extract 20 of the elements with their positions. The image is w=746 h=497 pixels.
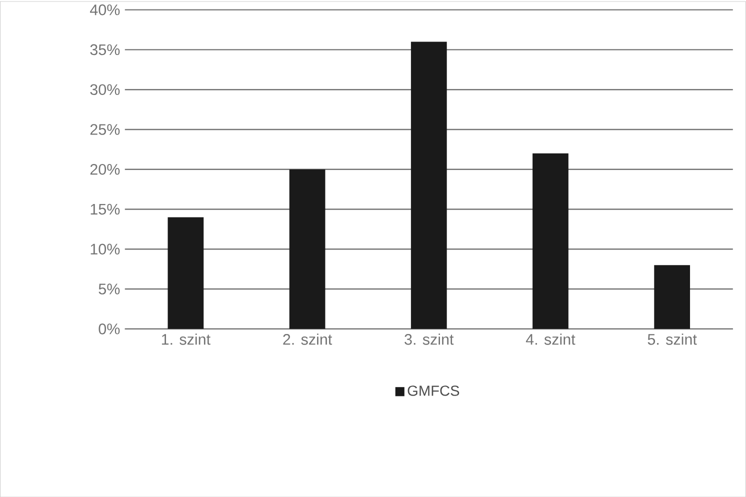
y-tick-label: 35% [90,44,120,55]
y-tick-label: 15% [90,204,120,215]
y-tick-label: 0% [98,323,120,334]
y-tick-label: 20% [90,164,120,175]
x-tick-label: 2. szint [283,334,332,345]
y-tick-label: 30% [90,84,120,95]
y-tick-label: 40% [90,4,120,16]
bar [654,264,690,329]
bar [410,42,447,329]
bar [289,169,326,329]
y-tick-label: 5% [98,284,120,294]
y-tick-label: 10% [90,244,120,254]
x-tick-label: 3. szint [404,334,454,345]
bar [532,153,568,329]
x-tick-label: 1. szint [162,334,210,345]
legend-label: GMFCS [408,385,460,396]
x-tick-label: 4. szint [526,334,576,345]
bar [168,217,204,329]
x-tick-label: 5. szint [648,334,697,345]
y-tick-label: 25% [90,124,120,135]
